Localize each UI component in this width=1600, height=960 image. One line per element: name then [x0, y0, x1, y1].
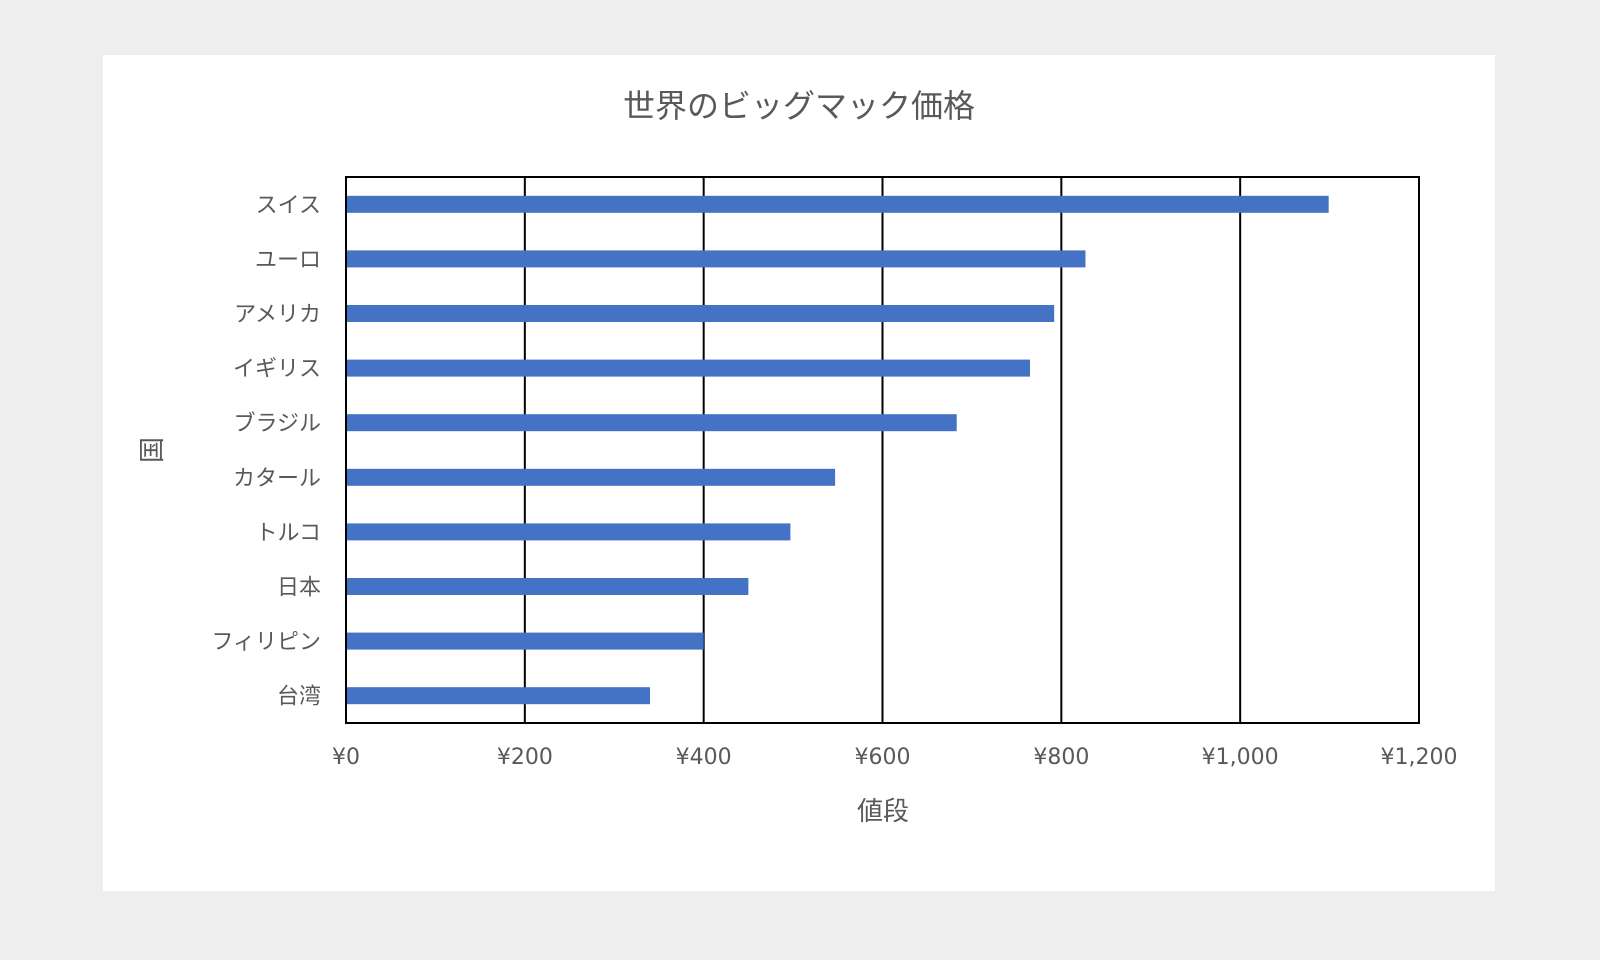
x-tick-label: ¥600 — [855, 745, 911, 770]
bar — [346, 195, 1329, 213]
y-axis-title: 国 — [138, 437, 168, 463]
bar — [346, 687, 651, 705]
category-label: トルコ — [255, 521, 321, 546]
category-label: 日本 — [277, 576, 321, 601]
category-label: イギリス — [233, 357, 321, 382]
bar-chart: 世界のビッグマック価格 スイスユーロアメリカイギリスブラジルカタールトルコ日本フ… — [138, 87, 1457, 827]
bar — [346, 578, 749, 595]
bars — [346, 195, 1329, 705]
x-tick-label: ¥400 — [676, 745, 732, 770]
category-label: アメリカ — [234, 303, 321, 328]
chart-card: 世界のビッグマック価格 スイスユーロアメリカイギリスブラジルカタールトルコ日本フ… — [103, 55, 1495, 891]
chart-title: 世界のビッグマック価格 — [623, 87, 975, 125]
bar — [346, 414, 957, 432]
x-tick-label: ¥1,000 — [1202, 745, 1279, 770]
category-label: ブラジル — [233, 412, 321, 437]
category-label: カタール — [233, 466, 321, 491]
x-tick-label: ¥1,200 — [1381, 745, 1458, 770]
x-tick-label: ¥800 — [1033, 745, 1089, 770]
plot-area-frame — [345, 176, 1420, 724]
x-tick-label: ¥200 — [497, 745, 553, 770]
category-label: ユーロ — [255, 248, 321, 273]
grid-lines — [523, 177, 1242, 723]
x-axis-title: 値段 — [857, 797, 909, 827]
x-tick-label: ¥0 — [332, 745, 360, 770]
x-tick-labels: ¥0 ¥200 ¥400 ¥600 ¥800 ¥1,000 ¥1,200 — [332, 745, 1457, 770]
category-label: スイス — [256, 193, 321, 218]
category-label: 台湾 — [277, 685, 321, 710]
category-label: フィリピン — [211, 630, 321, 655]
bar — [346, 468, 836, 486]
bar — [346, 305, 1055, 322]
bar — [346, 523, 791, 541]
bar — [346, 359, 1031, 377]
bar — [346, 250, 1086, 268]
bar — [346, 632, 704, 650]
